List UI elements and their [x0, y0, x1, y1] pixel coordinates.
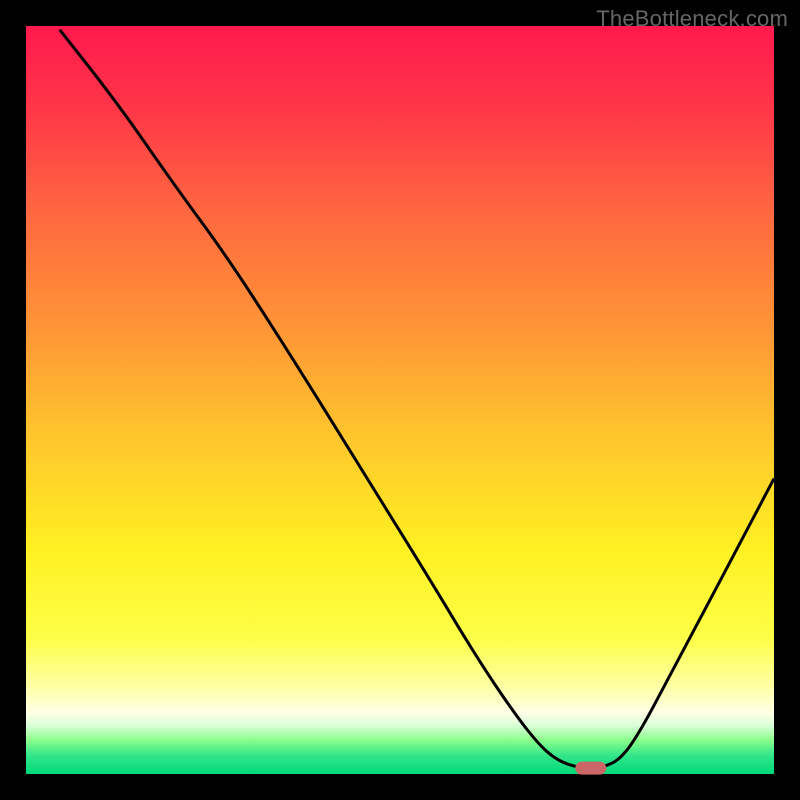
plot-area: [26, 26, 774, 774]
chart-svg: [26, 26, 774, 774]
series-curve: [60, 30, 774, 768]
watermark-text: TheBottleneck.com: [596, 6, 788, 32]
valley-marker: [575, 762, 606, 775]
